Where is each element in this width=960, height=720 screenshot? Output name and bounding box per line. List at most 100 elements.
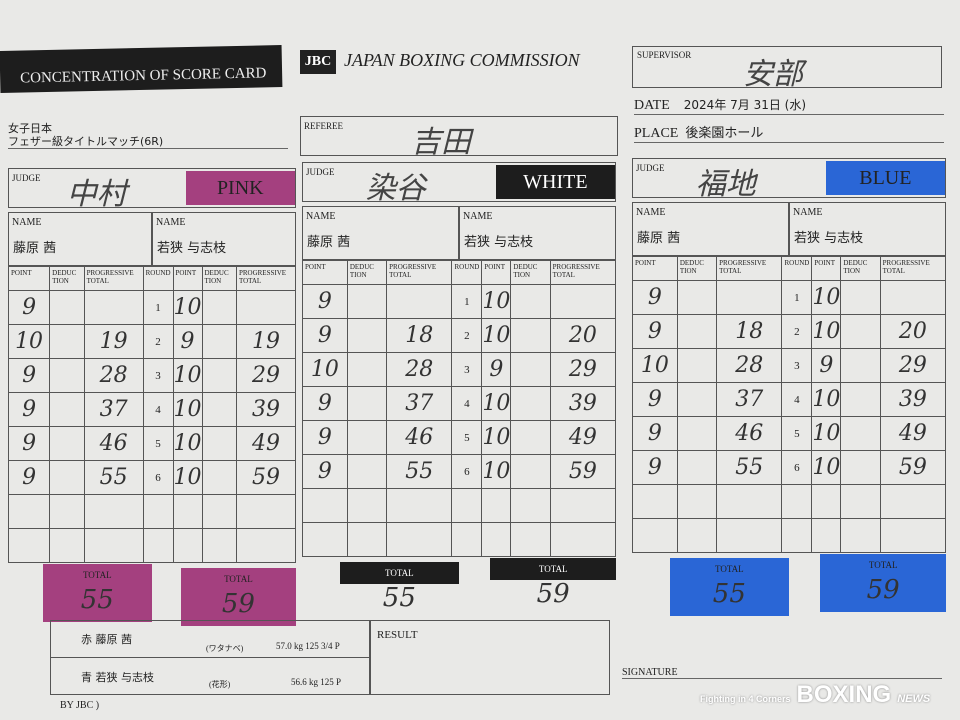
footer-note: BY JBC ) [60, 700, 100, 711]
score-table: POINT DEDUC TION PROGRESSIVE TOTAL ROUND… [632, 256, 947, 553]
judge-box: JUDGE 福地 BLUE [632, 158, 946, 202]
fighter-a-point: 9 [302, 386, 348, 421]
round-row: 9 37 4 10 39 [302, 386, 617, 421]
score-header: POINT DEDUC TION PROGRESSIVE TOTAL ROUND… [7, 266, 297, 291]
empty-cell [302, 522, 348, 557]
watermark-sub: NEWS [897, 693, 931, 705]
fighter-b-progressive: 59 [549, 454, 617, 489]
fighter-b-name: 若狭 与志枝 [157, 241, 227, 256]
round-number: 1 [451, 284, 483, 319]
fighter-b-deduction [201, 426, 237, 461]
fighter-a-point: 9 [632, 450, 678, 485]
fighter-a-point: 9 [632, 416, 678, 451]
fighter-a-progressive: 46 [83, 426, 144, 461]
fighter-a-point: 10 [7, 324, 51, 359]
supervisor-signature: 安部 [743, 57, 803, 92]
empty-cell [83, 494, 144, 529]
date-label: DATE [634, 98, 670, 113]
empty-cell [7, 528, 51, 563]
fighter-b-progressive [235, 290, 297, 325]
fighter-a-point: 9 [302, 318, 348, 353]
fighter-a-total: 55 [382, 583, 416, 613]
col-deduction: DEDUC TION [49, 266, 85, 291]
fighter-a-progressive: 55 [83, 460, 144, 495]
empty-cell [142, 494, 174, 529]
fighter-a-progressive: 28 [386, 352, 453, 387]
fighter-b-progressive: 59 [879, 450, 947, 485]
fighter-a-point: 9 [7, 460, 51, 495]
fighter-red-name: 赤 藤原 茜 [81, 631, 132, 647]
corner-color-tag: BLUE [825, 161, 945, 195]
fighter-row-blue: 青 若狭 与志枝 (花形) 56.6 kg 125 P [51, 659, 371, 696]
fighter-b-deduction [840, 280, 881, 315]
fighter-red-gym: (ワタナベ) [206, 644, 244, 653]
fighter-b-progressive: 49 [879, 416, 947, 451]
fighter-b-progressive: 29 [549, 352, 617, 387]
round-row: 9 37 4 10 39 [632, 382, 947, 417]
fighter-b-point: 10 [172, 460, 203, 495]
place-value: 後楽園ホール [685, 126, 764, 141]
empty-cell [811, 518, 842, 553]
fighter-blue-gym: (花形) [209, 680, 231, 689]
fighter-a-box: NAME 藤原 茜 [302, 206, 459, 260]
fighter-b-progressive: 59 [235, 460, 297, 495]
commission-header: JBC JAPAN BOXING COMMISSION [300, 50, 580, 74]
round-number: 6 [781, 450, 813, 485]
round-number: 2 [781, 314, 813, 349]
fighter-b-deduction [510, 352, 551, 387]
empty-cell [302, 488, 348, 523]
fighter-red-weight: 57.0 kg 125 3/4 P [276, 641, 340, 651]
judge-box: JUDGE 染谷 WHITE [302, 162, 616, 206]
fighter-a-point: 10 [302, 352, 348, 387]
fighter-b-deduction [201, 290, 237, 325]
fighter-b-deduction [201, 358, 237, 393]
round-row: 9 55 6 10 59 [302, 454, 617, 489]
fighter-b-progressive: 29 [879, 348, 947, 383]
fighter-a-progressive: 37 [83, 392, 144, 427]
fighter-a-progressive: 28 [83, 358, 144, 393]
fighter-a-point: 9 [302, 454, 348, 489]
fighter-a-deduction [49, 426, 85, 461]
col-point: POINT [7, 266, 51, 291]
round-row: 9 46 5 10 49 [7, 426, 297, 461]
watermark-top: Fighting in 4 Corners [700, 694, 791, 704]
fighter-a-deduction [676, 280, 718, 315]
empty-cell [346, 488, 388, 523]
score-header: POINT DEDUC TION PROGRESSIVE TOTAL ROUND… [302, 260, 617, 285]
fighter-a-point: 9 [632, 280, 678, 315]
round-number: 3 [451, 352, 483, 387]
fighter-a-total: 55 [80, 585, 114, 615]
round-number: 5 [142, 426, 174, 461]
col-deduction: DEDUC TION [676, 256, 718, 281]
col-deduction: DEDUC TION [346, 260, 388, 285]
empty-row [7, 528, 297, 563]
fighter-blue: 若狭 与志枝 [95, 671, 155, 684]
fighter-b-deduction [840, 450, 881, 485]
fighter-b-point: 10 [172, 392, 203, 427]
fighter-b-deduction [201, 460, 237, 495]
fighter-a-progressive: 55 [386, 454, 453, 489]
col-deduction: DEDUC TION [201, 266, 237, 291]
round-row: 10 19 2 9 19 [7, 324, 297, 359]
round-number: 6 [142, 460, 174, 495]
fighter-a-deduction [346, 454, 388, 489]
empty-cell [235, 494, 297, 529]
empty-cell [632, 484, 678, 519]
fighter-a-total-box: TOTAL [42, 564, 152, 622]
empty-cell [676, 518, 718, 553]
round-row: 9 46 5 10 49 [302, 420, 617, 455]
round-row: 10 28 3 9 29 [632, 348, 947, 383]
fighter-a-progressive: 37 [386, 386, 453, 421]
empty-cell [716, 518, 783, 553]
fighter-a-progressive: 18 [386, 318, 453, 353]
col-round: ROUND [142, 266, 174, 291]
empty-cell [510, 522, 551, 557]
fighter-b-point: 10 [811, 280, 842, 315]
fighter-b-total-box: TOTAL [820, 554, 946, 612]
fighter-a-deduction [676, 382, 718, 417]
judge-label: JUDGE [306, 167, 335, 177]
total-label: TOTAL [385, 568, 414, 578]
empty-cell [49, 494, 85, 529]
total-label: TOTAL [715, 564, 744, 574]
fighter-a-progressive: 18 [716, 314, 783, 349]
